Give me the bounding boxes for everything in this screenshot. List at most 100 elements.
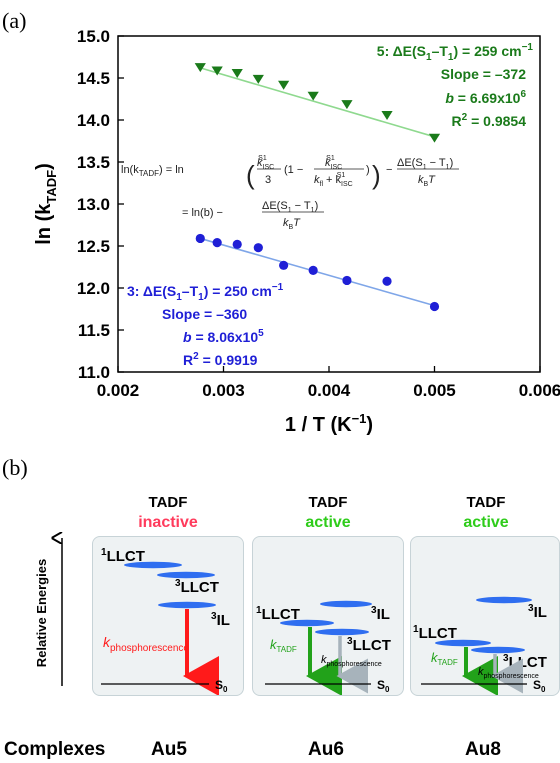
paren-open: (1 − <box>284 164 303 176</box>
energy-axis-label: Relative Energies <box>34 559 49 667</box>
y-tick-label: 13.5 <box>77 153 110 172</box>
y-axis: 11.0 11.5 12.0 12.5 13.0 13.5 14.0 14.5 15.0 <box>77 27 124 382</box>
data-point <box>382 276 392 286</box>
au8-diagram: 3IL 1LLCT 3LLCT kTADF kphosphorescence S… <box>413 596 547 696</box>
au6-status-label: active <box>305 514 351 531</box>
rate-equation: ln(kTADF) = ln ( kISCS1 3 (1 − kISCS1 kf… <box>121 155 459 231</box>
au8-3llct-label: 3LLCT <box>503 653 547 671</box>
x-axis-title: 1 / T (K−1) <box>285 411 373 436</box>
frac2-num: kISCS1 <box>325 155 342 171</box>
panel-a-label: (a) <box>2 8 27 33</box>
x-axis: 0.002 0.003 0.004 0.005 0.006 <box>97 366 560 400</box>
data-point <box>231 69 243 78</box>
au5-kphos-label: kphosphorescence <box>103 634 189 654</box>
au6-kphos-label: kphosphorescence <box>321 654 382 668</box>
au5-status-label: inactive <box>138 514 198 531</box>
data-point <box>342 275 352 286</box>
au5-1llct-label: 1LLCT <box>101 547 145 565</box>
frac3-num: ΔE(S1 − T1) <box>397 157 453 171</box>
data-point <box>194 63 206 73</box>
au6-1llct-label: 1LLCT <box>256 605 300 623</box>
data-point <box>211 66 223 76</box>
paren-close: ) <box>366 164 370 176</box>
au8-1llct-level <box>435 639 491 647</box>
frac4-den: kBT <box>283 217 301 231</box>
au5-header: TADF inactive <box>92 493 244 533</box>
tadf-chart: 11.0 11.5 12.0 12.5 13.0 13.5 14.0 14.5 15.0 0.0… <box>33 27 560 436</box>
au6-s0-label: S0 <box>377 678 390 694</box>
series-3-title: 3: ΔE(S1–T1) = 250 cm−1 <box>127 282 284 303</box>
y-tick-label: 14.5 <box>77 69 110 88</box>
au8-s0-label: S0 <box>533 678 546 694</box>
au8-ktadf-label: kTADF <box>431 650 458 667</box>
au5-name: Au5 <box>151 739 187 760</box>
au6-header: TADF active <box>252 493 404 533</box>
data-point <box>279 260 289 270</box>
data-point <box>307 91 319 101</box>
au6-ktadf-label: kTADF <box>270 637 297 654</box>
au5-3llct-label: 3LLCT <box>175 578 219 596</box>
frac4-num: ΔE(S1 − T1) <box>262 200 318 214</box>
au8-energy-box: 3IL 1LLCT 3LLCT kTADF kphosphorescence S… <box>410 536 560 696</box>
au5-3llct-level <box>157 571 215 579</box>
x-tick-label: 0.004 <box>308 381 351 400</box>
y-axis-title: ln (kTADF) <box>33 163 59 245</box>
x-tick-label: 0.006 <box>519 381 560 400</box>
series-5-title: 5: ΔE(S1–T1) = 259 cm−1 <box>377 42 534 63</box>
big-paren-left: ( <box>246 160 255 190</box>
equation-line2: = ln(b) − <box>182 207 223 219</box>
data-point <box>381 111 393 120</box>
au8-kphos-label: kphosphorescence <box>478 666 539 680</box>
au8-name: Au8 <box>465 739 501 760</box>
data-point <box>253 243 263 253</box>
data-point <box>308 265 318 275</box>
au6-3llct-label: 3LLCT <box>347 636 391 654</box>
frac3-den: kBT <box>418 174 436 188</box>
complexes-label: Complexes <box>4 739 106 760</box>
frac2-den: kfl + kISCS1 <box>314 172 353 188</box>
x-tick-label: 0.003 <box>202 381 245 400</box>
au8-header: TADF active <box>410 493 560 533</box>
data-point <box>278 80 290 90</box>
y-tick-label: 12.5 <box>77 237 110 256</box>
panel-b-label: (b) <box>2 455 28 480</box>
y-tick-label: 13.0 <box>77 195 110 214</box>
data-point <box>232 239 242 249</box>
data-point <box>429 301 440 312</box>
au5-1llct-level <box>124 561 182 569</box>
series-3-slope: Slope = –360 <box>162 306 247 322</box>
equation-lhs: ln(kTADF) = ln <box>121 164 184 178</box>
data-points <box>194 63 441 312</box>
au8-3il-level <box>476 596 532 604</box>
au6-3llct-level <box>315 628 369 636</box>
series-5-b: b = 6.69x106 <box>445 89 526 106</box>
series-5-slope: Slope = –372 <box>441 66 526 82</box>
y-tick-label: 14.0 <box>77 111 110 130</box>
series-5-annotation: 5: ΔE(S1–T1) = 259 cm−1 Slope = –372 b =… <box>377 42 534 129</box>
y-tick-label: 12.0 <box>77 279 110 298</box>
big-paren-right: ) <box>372 160 381 190</box>
au5-3il-level <box>158 601 216 609</box>
au5-energy-box: 1LLCT 3LLCT 3IL kphosphorescence S0 <box>92 536 244 696</box>
x-tick-label: 0.002 <box>97 381 140 400</box>
series-5-r2: R2 = 0.9854 <box>452 112 527 129</box>
data-point <box>195 233 205 244</box>
x-tick-label: 0.005 <box>413 381 456 400</box>
y-tick-label: 15.0 <box>77 27 110 46</box>
au6-energy-box: 1LLCT 3IL 3LLCT kTADF kphosphorescence S… <box>252 536 404 696</box>
frac1-den: 3 <box>265 174 271 186</box>
data-point <box>341 100 353 110</box>
au5-diagram: 1LLCT 3LLCT 3IL kphosphorescence S0 <box>101 547 230 696</box>
energy-axis: Relative Energies <box>34 490 63 686</box>
series-3-b: b = 8.06x105 <box>183 328 264 345</box>
data-point <box>212 238 222 248</box>
series-3-annotation: 3: ΔE(S1–T1) = 250 cm−1 Slope = –360 b =… <box>127 282 284 368</box>
au6-name: Au6 <box>308 739 344 760</box>
au8-status-label: active <box>463 514 509 531</box>
au5-tadf-label: TADF <box>148 494 188 511</box>
au8-1llct-label: 1LLCT <box>413 624 457 642</box>
fit-line <box>200 67 435 138</box>
au5-3il-label: 3IL <box>211 611 230 629</box>
au6-3il-label: 3IL <box>371 605 390 623</box>
y-tick-label: 11.5 <box>78 321 110 340</box>
